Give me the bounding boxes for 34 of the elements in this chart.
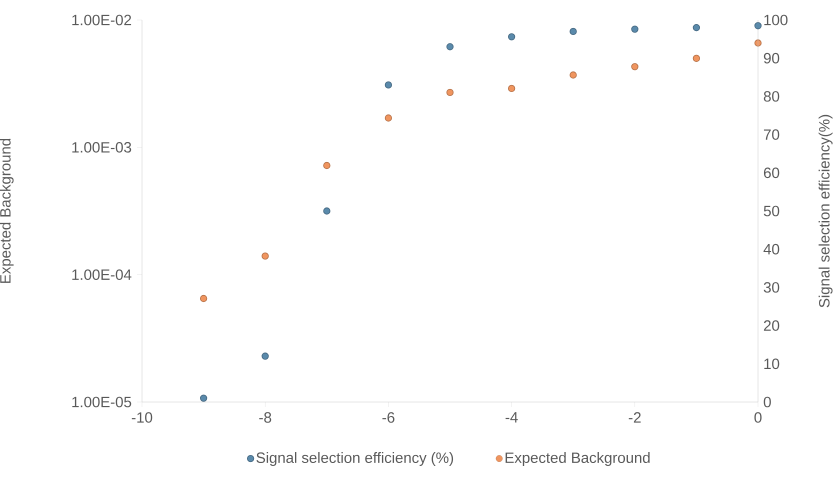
y2-tick-label: 50: [764, 206, 780, 216]
x-tick-label: -2: [628, 412, 641, 423]
point: [692, 54, 700, 62]
y2-tick-label: 100: [764, 14, 788, 26]
point: [384, 114, 392, 122]
y-tick-label: 1.00E-05: [72, 396, 132, 408]
y-tick-label: 1.00E-04: [72, 269, 132, 280]
x-tick-label: 0: [754, 412, 762, 423]
point: [631, 63, 638, 70]
y2-tick-label: 90: [764, 52, 780, 64]
y2-tick-label: 80: [764, 91, 780, 102]
point: [323, 162, 330, 170]
x-tick-label: -10: [132, 412, 152, 423]
y2-tick-label: 0: [764, 396, 771, 408]
y-tick-label: 1.00E-03: [72, 142, 132, 153]
x-tick-label: -8: [259, 412, 272, 423]
y2-tick-label: 10: [764, 358, 780, 370]
y2-tick-label: 30: [764, 282, 780, 293]
y-tick-label: 1.00E-02: [72, 14, 132, 26]
x-tick-label: -4: [506, 412, 518, 422]
point: [200, 294, 208, 302]
point: [508, 84, 516, 92]
y2-tick-label: 70: [764, 129, 780, 140]
y2-tick-label: 60: [764, 168, 780, 178]
legend-label: Expected Background: [506, 452, 650, 466]
y2-tick-label: 20: [764, 320, 780, 331]
point: [262, 252, 269, 260]
y2-tick-label: 40: [764, 244, 780, 254]
legend-label: Signal selection efficiency (%): [256, 452, 454, 466]
x-tick-label: -6: [382, 412, 394, 423]
y-axis-title: Expected Background: [0, 138, 14, 283]
point: [570, 71, 577, 79]
y2-axis-title: Signal selection efficiency(%): [818, 114, 833, 308]
point: [446, 88, 454, 96]
